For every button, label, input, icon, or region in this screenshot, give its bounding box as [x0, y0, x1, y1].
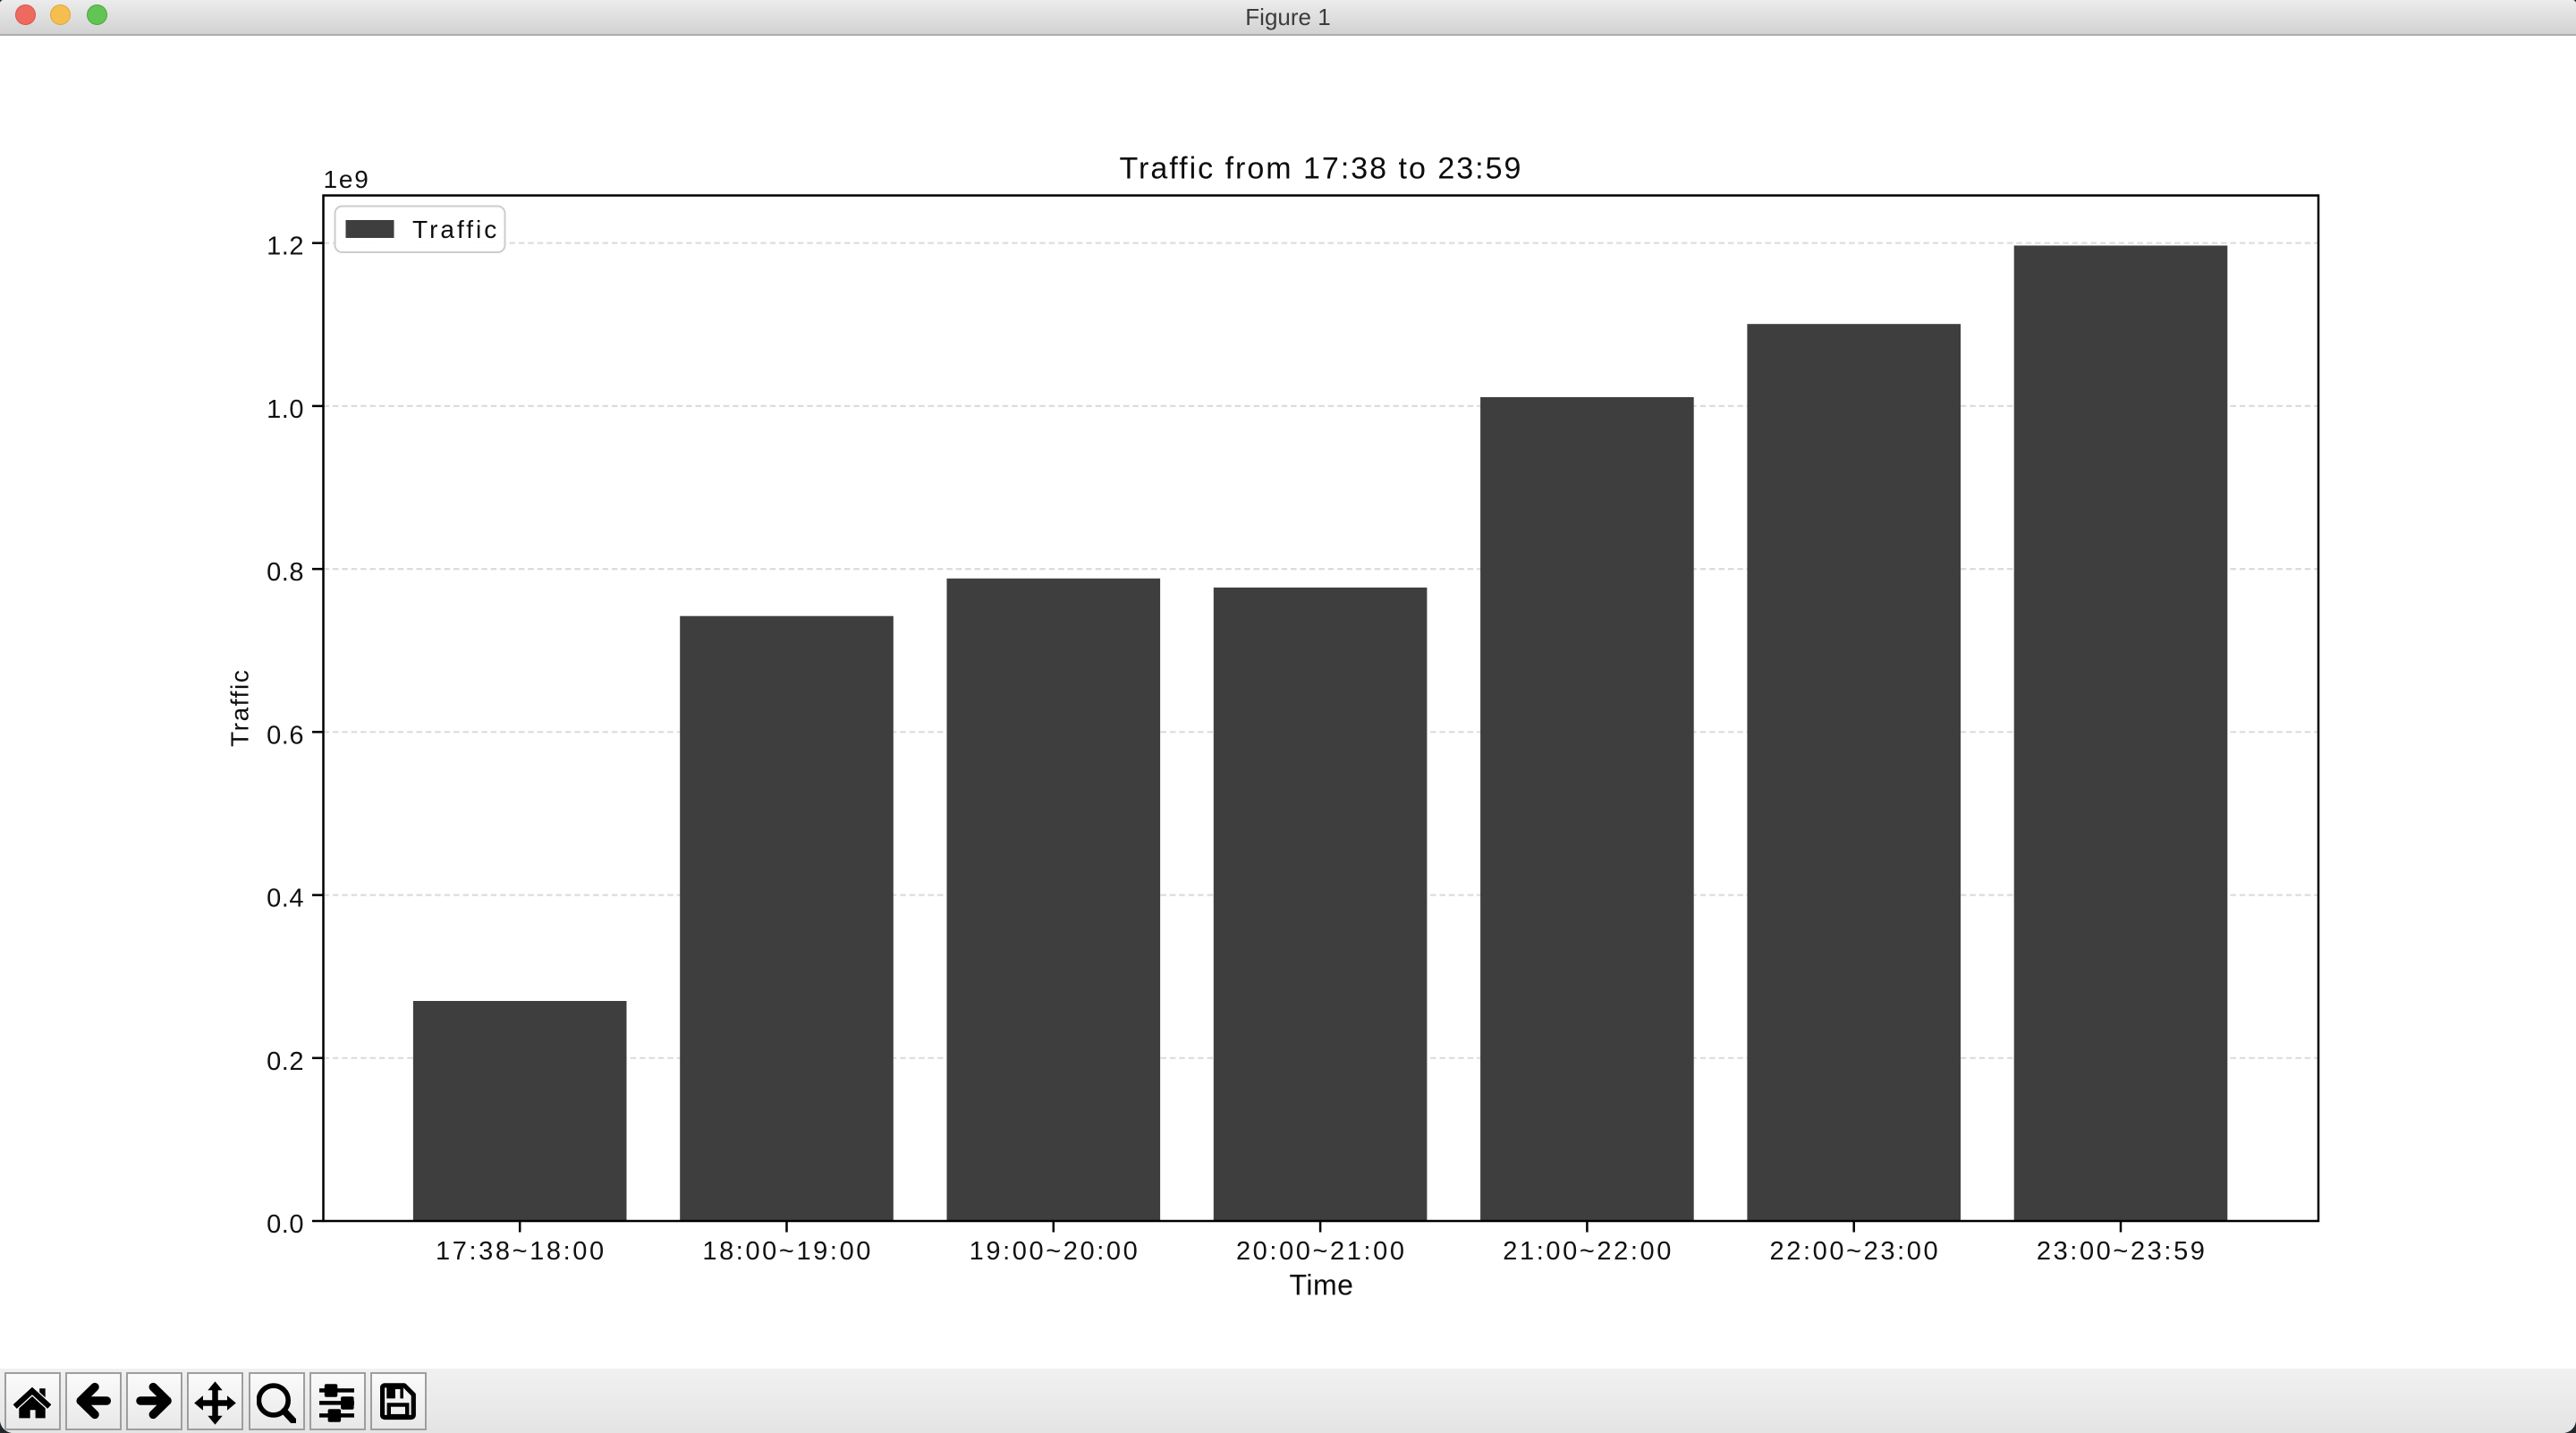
svg-text:21:00~22:00: 21:00~22:00: [1503, 1237, 1674, 1266]
svg-text:0.4: 0.4: [267, 885, 304, 913]
svg-text:Traffic from 17:38 to 23:59: Traffic from 17:38 to 23:59: [1120, 152, 1523, 186]
svg-text:0.0: 0.0: [267, 1210, 304, 1239]
svg-text:0.6: 0.6: [267, 721, 304, 750]
svg-text:1e9: 1e9: [324, 165, 370, 193]
svg-text:1.2: 1.2: [267, 233, 304, 261]
svg-text:Traffic: Traffic: [412, 216, 499, 243]
svg-text:Time: Time: [1290, 1269, 1354, 1302]
svg-text:Traffic: Traffic: [226, 669, 254, 747]
svg-text:1.0: 1.0: [267, 395, 304, 424]
svg-text:19:00~20:00: 19:00~20:00: [970, 1237, 1140, 1266]
svg-text:18:00~19:00: 18:00~19:00: [702, 1237, 873, 1266]
svg-text:20:00~21:00: 20:00~21:00: [1236, 1237, 1407, 1266]
svg-text:0.2: 0.2: [267, 1047, 304, 1076]
svg-text:0.8: 0.8: [267, 558, 304, 587]
svg-text:17:38~18:00: 17:38~18:00: [436, 1237, 606, 1266]
svg-text:23:00~23:59: 23:00~23:59: [2037, 1237, 2207, 1266]
svg-text:22:00~23:00: 22:00~23:00: [1770, 1237, 1941, 1266]
